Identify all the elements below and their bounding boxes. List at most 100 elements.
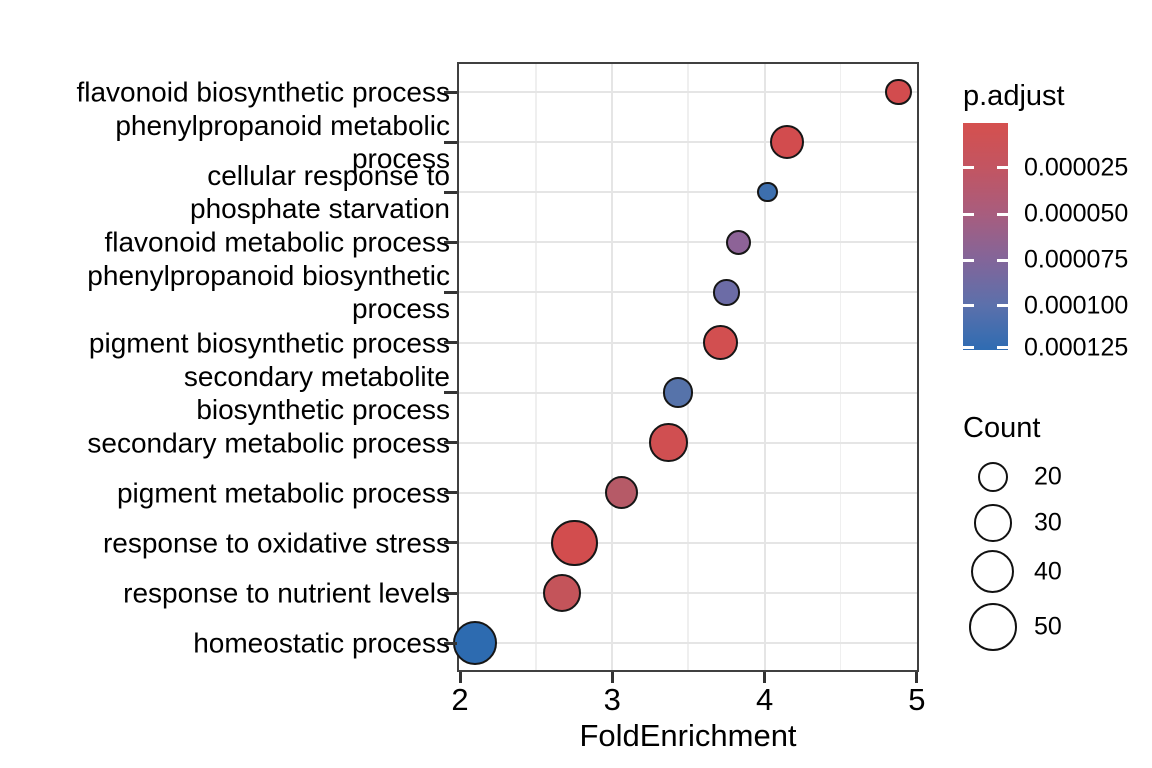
- y-axis-label-line: secondary metabolic process: [87, 427, 450, 459]
- grid-major-h: [459, 341, 917, 344]
- color-legend-tick-label: 0.000075: [1024, 245, 1129, 274]
- y-axis-label-line: pigment biosynthetic process: [88, 327, 450, 358]
- x-axis-title: FoldEnrichment: [579, 718, 797, 753]
- data-point: [550, 519, 598, 567]
- y-axis-label: homeostatic process: [12, 627, 450, 660]
- y-axis-label-line: phenylpropanoid metabolic: [115, 110, 450, 142]
- y-axis-tick: [444, 341, 457, 344]
- y-axis-label-line: response to oxidative stress: [102, 527, 450, 559]
- grid-major-v: [611, 64, 614, 670]
- y-axis-tick: [444, 441, 457, 445]
- x-axis-tick: [763, 672, 767, 683]
- y-axis-label-line: secondary metabolite: [183, 360, 450, 392]
- x-axis-tick-label: 4: [755, 682, 774, 717]
- data-point: [725, 229, 752, 256]
- y-axis-label-line: flavonoid metabolic process: [104, 226, 450, 258]
- color-legend-tick-right: [997, 304, 1008, 308]
- data-point: [770, 125, 805, 160]
- y-axis-label-line: phenylpropanoid biosynthetic: [87, 260, 450, 292]
- color-legend-tick-label: 0.000025: [1024, 153, 1129, 182]
- y-axis-label: flavonoid metabolic process: [12, 226, 450, 259]
- color-legend-tick-left: [963, 258, 974, 262]
- color-legend-tick-right: [997, 212, 1008, 216]
- y-axis-label: secondary metabolite biosynthetic process: [12, 360, 450, 426]
- y-axis-tick: [444, 491, 457, 495]
- y-axis-label: response to oxidative stress: [12, 526, 450, 559]
- grid-major-h: [459, 592, 917, 594]
- y-axis-label-line: process: [351, 293, 450, 325]
- y-axis-label: secondary metabolic process: [12, 426, 450, 459]
- color-legend-tick-label: 0.000125: [1024, 333, 1129, 362]
- size-legend-circle: [977, 461, 1009, 493]
- y-axis-label: cellular response to phosphate starvation: [12, 159, 450, 225]
- color-legend-tick-left: [963, 304, 974, 308]
- size-legend-value: 40: [1034, 557, 1062, 586]
- y-axis-label-line: process: [351, 143, 450, 175]
- y-axis-label: pigment biosynthetic process: [12, 326, 450, 359]
- grid-minor-v: [839, 64, 842, 670]
- size-legend-value: 20: [1034, 462, 1062, 491]
- grid-major-h: [459, 91, 917, 93]
- x-axis-tick-label: 5: [908, 682, 926, 717]
- color-legend-tick-right: [997, 346, 1008, 350]
- y-axis-label-line: biosynthetic process: [196, 393, 450, 425]
- grid-major-v: [763, 64, 766, 670]
- size-legend-value: 30: [1034, 508, 1062, 537]
- grid-minor-v: [535, 64, 537, 670]
- y-axis-tick: [444, 641, 457, 645]
- x-axis-tick-label: 2: [451, 682, 469, 717]
- data-point: [885, 78, 912, 106]
- grid-major-h: [459, 441, 917, 444]
- y-axis-tick: [444, 190, 457, 194]
- y-axis-tick: [444, 591, 457, 595]
- y-axis-tick: [444, 290, 457, 294]
- grid-major-h: [459, 642, 917, 645]
- y-axis-tick: [444, 240, 457, 244]
- color-legend-tick-right: [997, 258, 1008, 262]
- x-axis-tick-label: 3: [603, 682, 621, 717]
- y-axis-tick: [444, 541, 457, 545]
- data-point: [713, 279, 740, 306]
- y-axis-tick: [444, 140, 457, 144]
- y-axis-label: pigment metabolic process: [12, 476, 450, 509]
- y-axis-tick: [444, 391, 457, 395]
- color-legend-gradient-bar: [963, 123, 1008, 350]
- x-axis-tick: [915, 672, 919, 683]
- color-legend-title: p.adjust: [963, 80, 1065, 112]
- y-axis-label-line: cellular response to: [207, 160, 450, 192]
- grid-major-h: [459, 191, 917, 194]
- color-legend-tick-label: 0.000050: [1024, 199, 1129, 228]
- size-legend-circle: [974, 504, 1012, 542]
- size-legend-circle: [968, 602, 1018, 652]
- size-legend-circle: [971, 550, 1015, 594]
- data-point: [662, 377, 693, 408]
- y-axis-label: phenylpropanoid metabolic process: [12, 109, 450, 175]
- color-legend-tick-left: [963, 212, 974, 216]
- grid-major-h: [459, 491, 917, 494]
- size-legend-value: 50: [1034, 612, 1062, 641]
- x-axis-tick: [610, 672, 614, 683]
- color-legend-tick-right: [997, 166, 1008, 170]
- y-axis-label-line: homeostatic process: [193, 627, 450, 659]
- x-axis-tick: [458, 672, 462, 683]
- color-legend-tick-label: 0.000100: [1024, 291, 1129, 320]
- data-point: [542, 573, 582, 613]
- y-axis-tick: [444, 90, 457, 94]
- data-point: [649, 423, 688, 462]
- grid-major-h: [459, 141, 917, 144]
- grid-minor-v: [687, 64, 689, 670]
- grid-major-h: [459, 241, 917, 244]
- y-axis-label-line: flavonoid biosynthetic process: [76, 76, 450, 108]
- data-point: [604, 476, 639, 510]
- y-axis-label-line: response to nutrient levels: [123, 577, 450, 609]
- grid-major-h: [459, 291, 917, 294]
- y-axis-label-line: phosphate starvation: [190, 193, 450, 225]
- color-legend-tick-left: [963, 166, 974, 170]
- y-axis-label: flavonoid biosynthetic process: [12, 76, 450, 109]
- y-axis-label: response to nutrient levels: [12, 577, 450, 610]
- data-point: [757, 182, 778, 203]
- size-legend-title: Count: [963, 412, 1041, 444]
- grid-major-h: [459, 541, 917, 544]
- data-point: [703, 325, 738, 360]
